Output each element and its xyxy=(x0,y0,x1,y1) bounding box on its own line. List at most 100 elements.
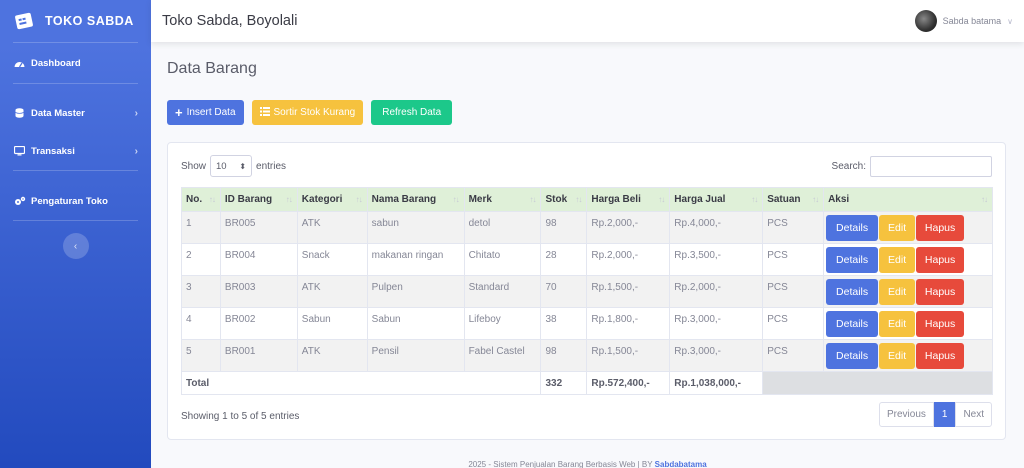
footer-author[interactable]: Sabdabatama xyxy=(654,460,707,468)
details-button[interactable]: Details xyxy=(826,278,879,305)
brand[interactable]: TOKO SABDA xyxy=(0,0,151,42)
sort-low-stock-button[interactable]: Sortir Stok Kurang xyxy=(251,100,364,125)
cell: 98 xyxy=(540,211,588,244)
cell: 38 xyxy=(540,307,588,340)
table-header-row: No. ↑↓ ID Barang ↑↓ Kategori ↑↓ Nama Barang… xyxy=(181,187,993,212)
cell: BR001 xyxy=(219,339,298,372)
table-row: 5 BR001 ATK Pensil Fabel Castel 98 Rp.1,… xyxy=(181,339,993,372)
column-header[interactable]: Kategori ↑↓ xyxy=(296,187,368,212)
column-header[interactable]: Aksi ↑↓ xyxy=(823,187,993,212)
chevron-right-icon: › xyxy=(134,107,138,119)
list-icon xyxy=(259,106,270,119)
cell: 28 xyxy=(540,243,588,276)
updown-icon: ⬍ xyxy=(239,161,247,171)
next-page-button[interactable]: Next xyxy=(955,402,992,427)
data-barang-table: No. ↑↓ ID Barang ↑↓ Kategori ↑↓ Nama Barang… xyxy=(180,187,993,395)
sort-icon: ↑↓ xyxy=(208,195,216,204)
table-row: 3 BR003 ATK Pulpen Standard 70 Rp.1,500,… xyxy=(181,275,993,308)
page-1-button[interactable]: 1 xyxy=(933,402,956,427)
search-input[interactable] xyxy=(870,156,992,177)
edit-button[interactable]: Edit xyxy=(879,342,916,369)
edit-button[interactable]: Edit xyxy=(879,214,916,241)
cell: ATK xyxy=(296,275,368,308)
edit-button[interactable]: Edit xyxy=(879,278,916,305)
column-header[interactable]: No. ↑↓ xyxy=(181,187,221,212)
cell: BR005 xyxy=(219,211,298,244)
table-row: 4 BR002 Sabun Sabun Lifeboy 38 Rp.1,800,… xyxy=(181,307,993,340)
sort-icon: ↑↓ xyxy=(981,195,988,204)
table-row: 2 BR004 Snack makanan ringan Chitato 28 … xyxy=(181,243,993,276)
actions-cell: Details Edit Hapus xyxy=(823,211,993,244)
brand-name: TOKO SABDA xyxy=(45,14,134,28)
total-stok: 332 xyxy=(540,371,588,395)
actions-cell: Details Edit Hapus xyxy=(823,339,993,372)
data-table-card: Show 10 ⬍ entries Search: No. ↑↓ ID Baran… xyxy=(167,142,1006,440)
insert-data-button[interactable]: + Insert Data xyxy=(167,100,244,125)
delete-button[interactable]: Hapus xyxy=(916,342,965,369)
column-header[interactable]: Satuan ↑↓ xyxy=(762,187,825,212)
search-control: Search: xyxy=(832,156,992,177)
cell: PCS xyxy=(762,339,825,372)
cell: 5 xyxy=(181,339,221,372)
user-name: Sabda batama xyxy=(942,16,1002,26)
user-menu[interactable]: Sabda batama ∨ xyxy=(914,10,1013,32)
insert-data-label: Insert Data xyxy=(186,107,236,118)
total-harga-beli: Rp.572,400,- xyxy=(586,371,671,395)
cell: 2 xyxy=(181,243,221,276)
previous-page-button[interactable]: Previous xyxy=(878,402,934,427)
entries-value: 10 xyxy=(216,160,227,172)
column-header[interactable]: Harga Beli ↑↓ xyxy=(586,187,671,212)
entries-select[interactable]: 10 ⬍ xyxy=(210,155,253,177)
cell: Rp.2,000,- xyxy=(586,243,671,276)
delete-button[interactable]: Hapus xyxy=(916,214,965,241)
entries-label: entries xyxy=(256,160,287,172)
details-button[interactable]: Details xyxy=(826,342,879,369)
cell: Rp.3,500,- xyxy=(669,243,764,276)
cell: ATK xyxy=(296,339,368,372)
details-button[interactable]: Details xyxy=(826,246,879,273)
cell: 4 xyxy=(181,307,221,340)
details-button[interactable]: Details xyxy=(826,310,879,337)
footer: 2025 - Sistem Penjualan Barang Berbasis … xyxy=(151,460,1024,468)
sidebar-divider xyxy=(13,83,138,84)
footer-text: 2025 - Sistem Penjualan Barang Berbasis … xyxy=(468,460,653,468)
table-total-row: Total 332 Rp.572,400,- Rp.1,038,000,- xyxy=(180,371,993,395)
cell: BR004 xyxy=(219,243,298,276)
cell: Standard xyxy=(463,275,542,308)
delete-button[interactable]: Hapus xyxy=(916,246,965,273)
search-label: Search: xyxy=(831,161,866,172)
sidebar-item-transaksi[interactable]: Transaksi › xyxy=(0,132,151,170)
plus-icon: + xyxy=(175,105,183,120)
table-row: 1 BR005 ATK sabun detol 98 Rp.2,000,- Rp… xyxy=(181,211,993,244)
sort-icon: ↑↓ xyxy=(658,195,665,204)
sidebar: TOKO SABDA Dashboard Data Master › Trans… xyxy=(0,0,151,468)
sidebar-item-dashboard[interactable]: Dashboard xyxy=(0,43,151,83)
cell: 3 xyxy=(181,275,221,308)
cell: Rp.1,800,- xyxy=(586,307,671,340)
details-button[interactable]: Details xyxy=(826,214,879,241)
column-header[interactable]: Harga Jual ↑↓ xyxy=(669,187,764,212)
cell: Rp.2,000,- xyxy=(669,275,764,308)
cell: Rp.3,000,- xyxy=(669,339,764,372)
edit-button[interactable]: Edit xyxy=(879,310,916,337)
column-header[interactable]: Merk ↑↓ xyxy=(463,187,542,212)
cell: sabun xyxy=(366,211,465,244)
desktop-icon xyxy=(13,146,26,156)
cell: PCS xyxy=(762,307,825,340)
delete-button[interactable]: Hapus xyxy=(916,278,965,305)
cell: PCS xyxy=(762,243,825,276)
sidebar-toggle-button[interactable]: ‹ xyxy=(62,233,89,259)
column-header[interactable]: ID Barang ↑↓ xyxy=(219,187,298,212)
actions-cell: Details Edit Hapus xyxy=(823,307,993,340)
tachometer-icon xyxy=(13,59,26,68)
delete-button[interactable]: Hapus xyxy=(916,310,965,337)
edit-button[interactable]: Edit xyxy=(879,246,916,273)
sidebar-item-pengaturan-toko[interactable]: Pengaturan Toko xyxy=(0,182,151,220)
sidebar-item-data-master[interactable]: Data Master › xyxy=(0,94,151,132)
refresh-data-button[interactable]: Refresh Data xyxy=(371,100,453,125)
database-icon xyxy=(13,108,26,118)
store-title: Toko Sabda, Boyolali xyxy=(162,13,298,29)
column-header[interactable]: Stok ↑↓ xyxy=(540,187,588,212)
column-header[interactable]: Nama Barang ↑↓ xyxy=(366,187,465,212)
cogs-icon xyxy=(13,196,26,206)
